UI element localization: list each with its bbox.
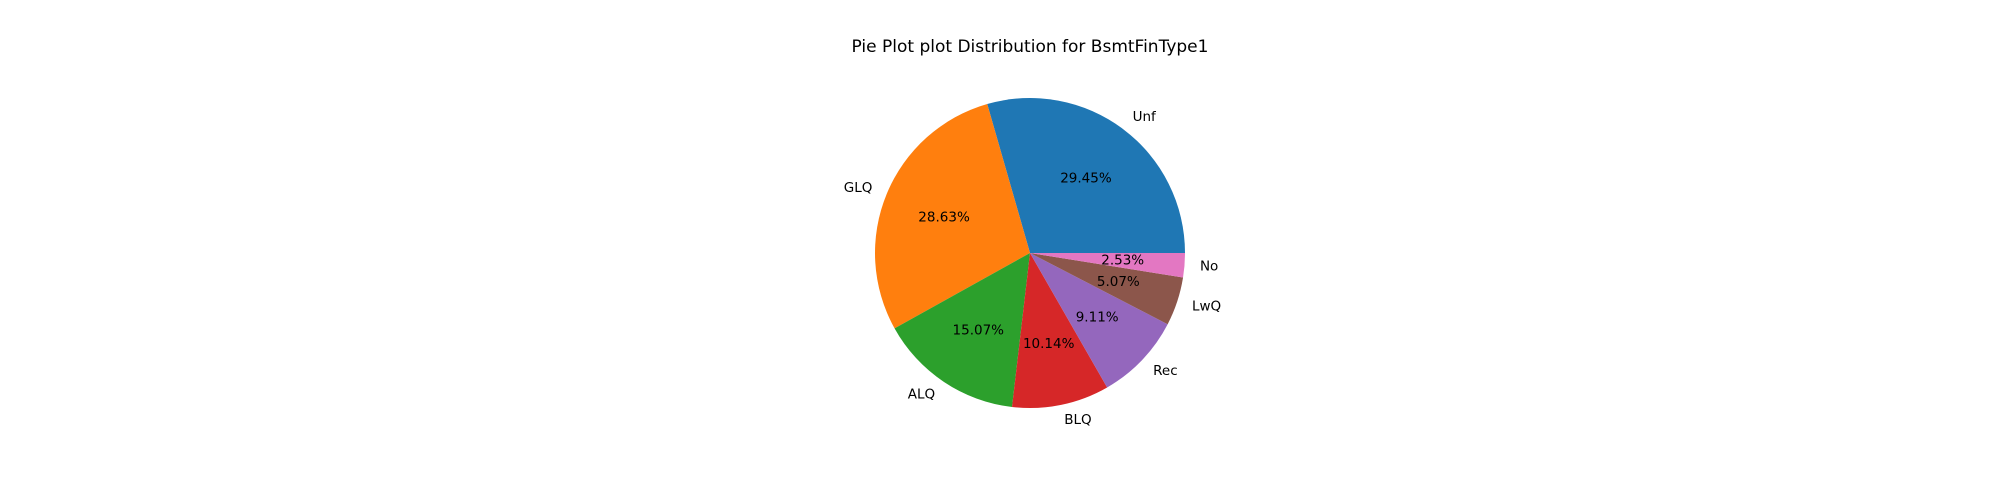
pie-slice-blq [1012,253,1108,408]
pie-slice-lwq [1030,253,1184,325]
category-label-lwq: LwQ [1192,298,1221,314]
category-label-rec: Rec [1153,363,1178,379]
pie-slice-no [1030,253,1185,278]
chart-title: Pie Plot plot Distribution for BsmtFinTy… [852,37,1209,57]
pct-label-glq: 28.63% [918,209,970,225]
category-label-unf: Unf [1133,109,1157,125]
category-labels: Unf GLQ ALQ BLQ Rec LwQ No [844,109,1221,428]
pct-label-rec: 9.11% [1076,309,1119,325]
pie-slices [874,98,1185,408]
pct-label-no: 2.53% [1101,252,1144,268]
pie-slice-unf [987,98,1185,253]
pie-slice-rec [1030,253,1168,388]
category-label-blq: BLQ [1064,412,1091,428]
category-label-alq: ALQ [908,387,935,403]
pie-slice-alq [894,253,1030,407]
category-label-glq: GLQ [844,180,873,196]
pct-label-lwq: 5.07% [1097,274,1140,290]
pie-slice-glq [874,104,1030,329]
pct-label-blq: 10.14% [1023,336,1075,352]
pct-label-unf: 29.45% [1060,171,1112,187]
category-label-no: No [1200,259,1218,275]
pct-label-alq: 15.07% [953,322,1005,338]
percentage-labels: 29.45% 28.63% 15.07% 10.14%9.11% 5.07% 2.53% [918,171,1144,352]
